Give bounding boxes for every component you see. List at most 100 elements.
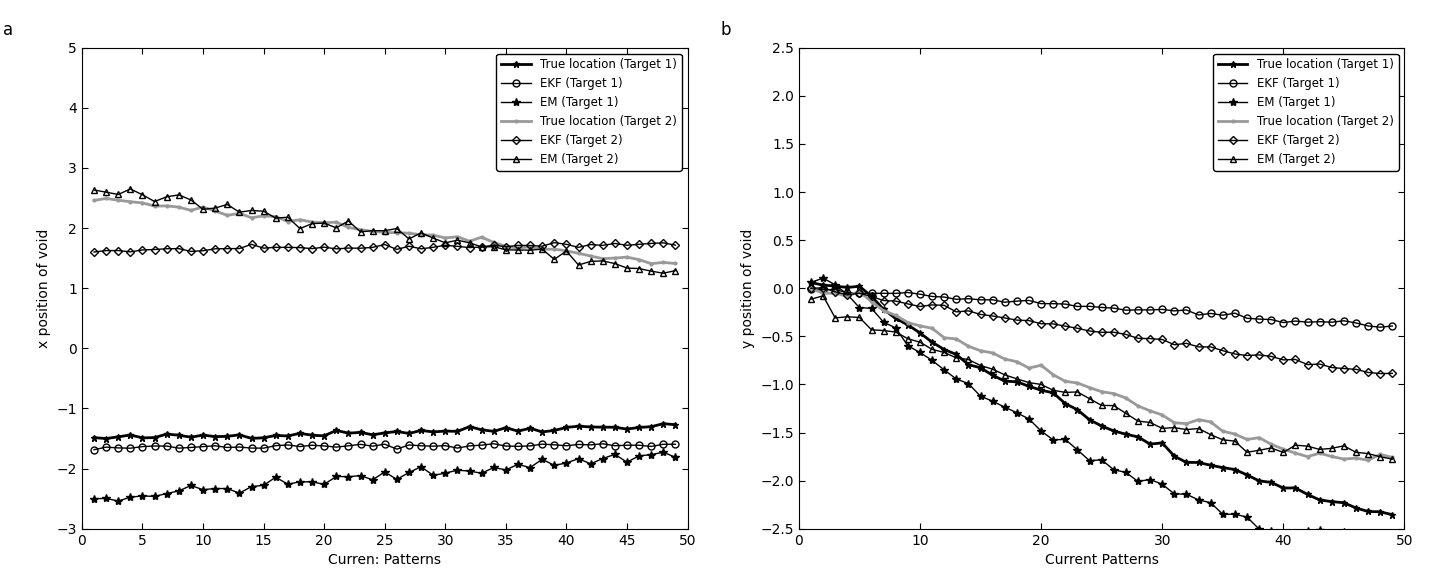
EM (Target 1) (1166, 490, 1183, 497)
EM (Target 1) (485, 464, 502, 471)
True location (Target 2) (1166, 419, 1183, 426)
EKF (Target 2) (1190, 343, 1207, 350)
EM (Target 1) (569, 455, 587, 462)
EKF (Target 2) (1153, 336, 1170, 343)
EKF (Target 2) (291, 244, 308, 251)
True location (Target 2) (888, 312, 905, 319)
EM (Target 1) (863, 305, 880, 312)
True location (Target 2) (1190, 416, 1207, 423)
True location (Target 2) (437, 235, 455, 242)
EKF (Target 2) (1359, 369, 1377, 376)
True location (Target 1) (1239, 472, 1256, 479)
EKF (Target 2) (1166, 341, 1183, 348)
EM (Target 1) (1202, 499, 1219, 506)
EKF (Target 2) (607, 240, 624, 247)
True location (Target 1) (1153, 439, 1170, 446)
EKF (Target 2) (948, 308, 965, 315)
True location (Target 2) (280, 218, 297, 225)
Line: EM (Target 2): EM (Target 2) (90, 185, 678, 277)
EM (Target 2) (1324, 445, 1341, 452)
True location (Target 2) (122, 198, 139, 205)
EM (Target 1) (948, 376, 965, 383)
EKF (Target 1) (1068, 303, 1086, 310)
EM (Target 1) (1190, 496, 1207, 503)
True location (Target 2) (413, 231, 430, 238)
EM (Target 1) (803, 279, 820, 286)
True location (Target 2) (1384, 454, 1401, 461)
Line: EM (Target 1): EM (Target 1) (90, 448, 680, 505)
EKF (Target 1) (1324, 319, 1341, 326)
Line: EKF (Target 1): EKF (Target 1) (807, 286, 1395, 330)
EKF (Target 1) (1021, 297, 1038, 304)
EKF (Target 2) (1177, 340, 1195, 347)
EKF (Target 2) (255, 245, 272, 252)
True location (Target 2) (182, 207, 199, 214)
True location (Target 2) (1286, 450, 1304, 457)
EKF (Target 2) (376, 241, 393, 248)
EKF (Target 1) (1117, 307, 1134, 314)
EM (Target 1) (340, 473, 357, 480)
EM (Target 2) (389, 225, 406, 232)
EM (Target 2) (607, 260, 624, 267)
EKF (Target 1) (1371, 323, 1388, 330)
EM (Target 2) (803, 296, 820, 303)
True location (Target 2) (533, 246, 551, 253)
EKF (Target 1) (473, 442, 490, 449)
True location (Target 2) (1068, 379, 1086, 386)
True location (Target 2) (875, 307, 892, 314)
EKF (Target 2) (1130, 335, 1147, 342)
True location (Target 2) (935, 334, 952, 341)
EM (Target 1) (460, 467, 478, 475)
True location (Target 2) (400, 230, 417, 237)
EM (Target 1) (1311, 527, 1328, 534)
True location (Target 1) (146, 434, 163, 441)
True location (Target 2) (850, 288, 868, 295)
EKF (Target 1) (839, 289, 856, 296)
True location (Target 2) (912, 322, 929, 329)
True location (Target 1) (1250, 477, 1268, 485)
EKF (Target 2) (803, 285, 820, 292)
True location (Target 2) (1093, 388, 1110, 395)
True location (Target 2) (351, 226, 369, 233)
True location (Target 2) (863, 298, 880, 305)
True location (Target 1) (304, 432, 321, 439)
EKF (Target 2) (449, 243, 466, 250)
EKF (Target 1) (533, 440, 551, 447)
EM (Target 2) (1250, 447, 1268, 454)
True location (Target 2) (158, 202, 175, 209)
EM (Target 2) (594, 258, 611, 265)
EM (Target 1) (850, 304, 868, 311)
EM (Target 2) (959, 356, 977, 363)
EKF (Target 1) (1057, 300, 1074, 308)
True location (Target 1) (1190, 459, 1207, 466)
EM (Target 1) (1250, 526, 1268, 533)
True location (Target 1) (618, 426, 635, 433)
EKF (Target 1) (1130, 306, 1147, 313)
EKF (Target 1) (109, 445, 126, 452)
True location (Target 1) (1008, 378, 1025, 385)
True location (Target 1) (863, 293, 880, 300)
EKF (Target 1) (460, 442, 478, 449)
EKF (Target 1) (875, 290, 892, 297)
EKF (Target 2) (1081, 328, 1098, 335)
EM (Target 2) (509, 246, 526, 253)
True location (Target 2) (1106, 390, 1123, 397)
True location (Target 2) (826, 290, 843, 297)
EKF (Target 1) (618, 442, 635, 449)
EM (Target 2) (1008, 375, 1025, 382)
EKF (Target 1) (1226, 310, 1243, 317)
EKF (Target 2) (631, 240, 648, 248)
EKF (Target 2) (206, 245, 224, 252)
EKF (Target 2) (122, 248, 139, 255)
EKF (Target 1) (972, 296, 989, 303)
EM (Target 1) (413, 463, 430, 470)
EKF (Target 1) (1106, 305, 1123, 312)
EKF (Target 1) (376, 440, 393, 447)
EM (Target 2) (1215, 436, 1232, 443)
X-axis label: Current Patterns: Current Patterns (1045, 553, 1159, 567)
EM (Target 1) (1324, 532, 1341, 539)
True location (Target 1) (923, 339, 941, 346)
EKF (Target 1) (133, 443, 151, 450)
EM (Target 2) (1177, 426, 1195, 433)
EKF (Target 1) (899, 289, 916, 296)
